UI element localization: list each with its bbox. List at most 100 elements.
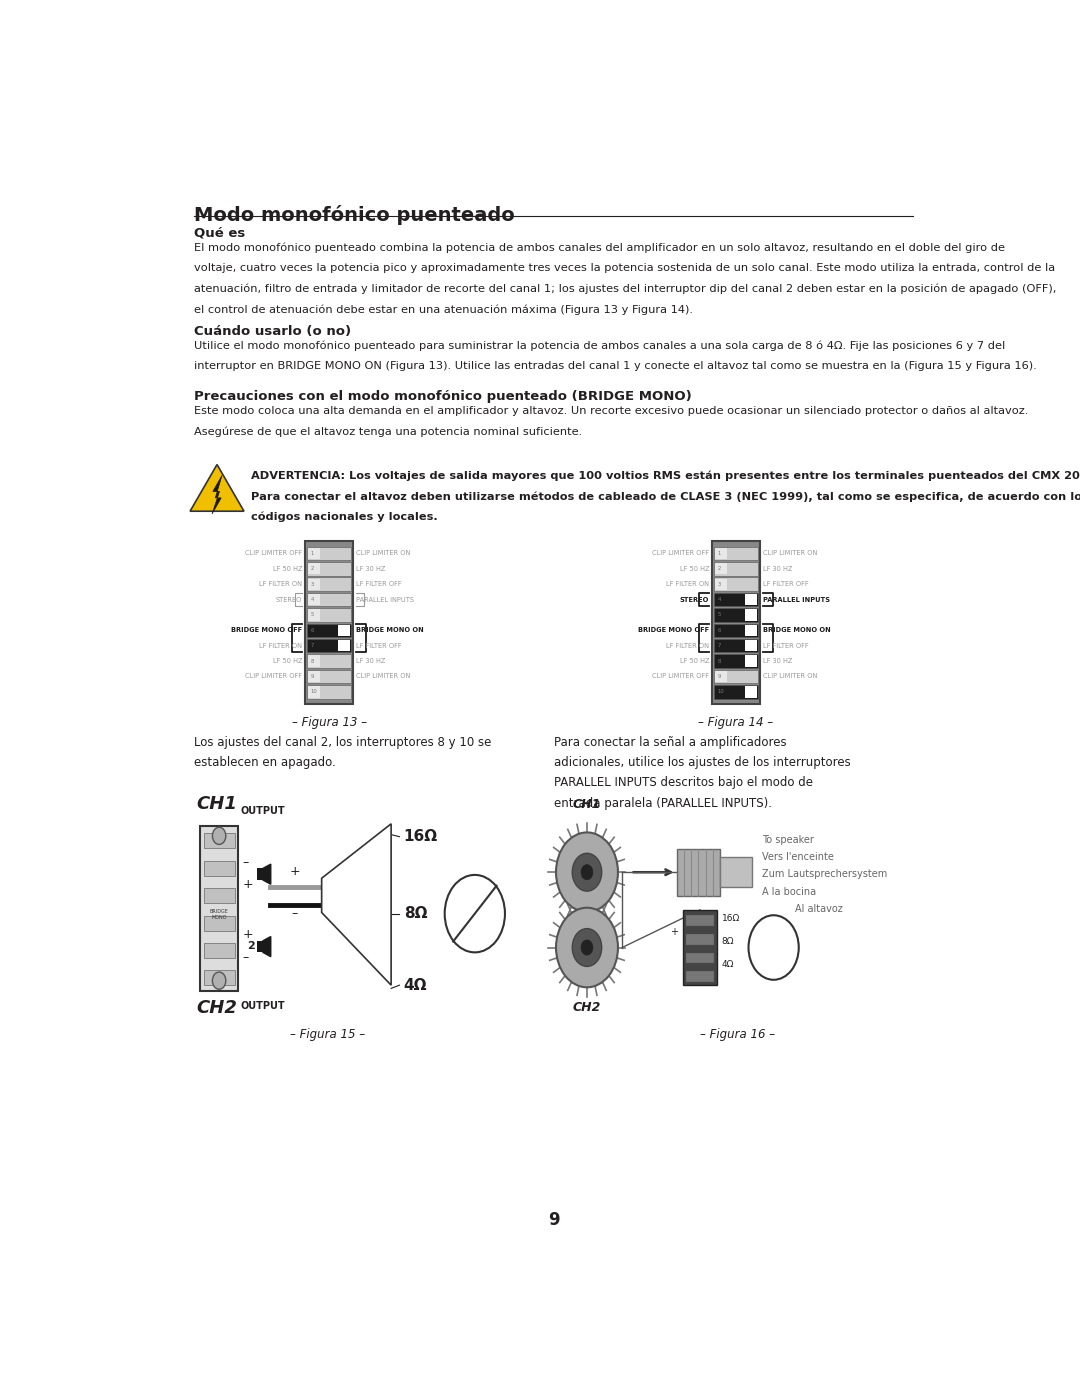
Text: LF 30 HZ: LF 30 HZ xyxy=(762,566,792,571)
Text: LF 50 HZ: LF 50 HZ xyxy=(679,566,710,571)
Text: CLIP LIMITER ON: CLIP LIMITER ON xyxy=(356,673,410,679)
Bar xyxy=(308,578,321,590)
Bar xyxy=(308,655,321,666)
Bar xyxy=(308,548,321,559)
Text: OUTPUT: OUTPUT xyxy=(241,806,285,816)
Text: CH1: CH1 xyxy=(197,795,237,813)
Text: Para conectar la señal a amplificadores: Para conectar la señal a amplificadores xyxy=(554,736,786,749)
Text: ADVERTENCIA: Los voltajes de salida mayores que 100 voltios RMS están presentes : ADVERTENCIA: Los voltajes de salida mayo… xyxy=(251,471,1080,482)
Bar xyxy=(308,654,351,668)
Bar xyxy=(714,577,758,591)
Text: CLIP LIMITER ON: CLIP LIMITER ON xyxy=(356,550,410,556)
Text: PARALLEL INPUTS: PARALLEL INPUTS xyxy=(356,597,414,602)
Text: – Figura 16 –: – Figura 16 – xyxy=(700,1028,775,1041)
Bar xyxy=(308,592,351,606)
Bar xyxy=(338,624,350,636)
Bar xyxy=(308,594,321,605)
Text: 9: 9 xyxy=(311,673,314,679)
Bar xyxy=(714,685,758,698)
Text: +: + xyxy=(289,865,300,879)
Circle shape xyxy=(213,972,226,989)
Bar xyxy=(714,608,758,622)
Text: 10: 10 xyxy=(717,689,725,694)
Text: 2: 2 xyxy=(246,940,255,950)
Text: voltaje, cuatro veces la potencia pico y aproximadamente tres veces la potencia : voltaje, cuatro veces la potencia pico y… xyxy=(193,264,1055,274)
Bar xyxy=(715,578,727,590)
Text: BRIDGE MONO OFF: BRIDGE MONO OFF xyxy=(231,627,302,633)
Text: LF 50 HZ: LF 50 HZ xyxy=(679,658,710,664)
Bar xyxy=(308,669,351,683)
Text: 4: 4 xyxy=(311,597,314,602)
Text: CLIP LIMITER OFF: CLIP LIMITER OFF xyxy=(652,550,710,556)
Bar xyxy=(714,669,758,683)
Text: códigos nacionales y locales.: códigos nacionales y locales. xyxy=(251,511,437,522)
Text: PARALLEL INPUTS: PARALLEL INPUTS xyxy=(762,597,829,602)
Text: –: – xyxy=(242,856,248,869)
Text: To speaker: To speaker xyxy=(761,835,814,845)
Text: 5: 5 xyxy=(717,612,721,617)
Text: el control de atenuación debe estar en una atenuación máxima (Figura 13 y Figura: el control de atenuación debe estar en u… xyxy=(193,305,692,314)
Text: +: + xyxy=(242,928,253,942)
Text: Cuándo usarlo (o no): Cuándo usarlo (o no) xyxy=(193,324,351,338)
Text: 16Ω: 16Ω xyxy=(404,830,437,844)
Text: CH2: CH2 xyxy=(572,1002,602,1014)
Text: STEREO: STEREO xyxy=(679,597,710,602)
Bar xyxy=(720,858,752,887)
Text: Para conectar el altavoz deben utilizarse métodos de cableado de CLASE 3 (NEC 19: Para conectar el altavoz deben utilizars… xyxy=(251,492,1080,502)
Text: BRIDGE MONO ON: BRIDGE MONO ON xyxy=(356,627,423,633)
Bar xyxy=(686,971,714,982)
Text: CLIP LIMITER ON: CLIP LIMITER ON xyxy=(762,550,818,556)
Text: CH1: CH1 xyxy=(572,798,602,810)
Bar xyxy=(714,638,758,652)
Text: Precauciones con el modo monofónico puenteado (BRIDGE MONO): Precauciones con el modo monofónico puen… xyxy=(193,390,691,404)
Text: 4Ω: 4Ω xyxy=(404,978,428,993)
Text: 2: 2 xyxy=(311,566,314,571)
Text: – Figura 14 –: – Figura 14 – xyxy=(699,717,773,729)
Bar xyxy=(308,671,321,682)
Text: LF FILTER ON: LF FILTER ON xyxy=(666,643,710,648)
Text: BRIDGE
MONO: BRIDGE MONO xyxy=(210,909,229,921)
Text: LF FILTER OFF: LF FILTER OFF xyxy=(762,643,808,648)
Bar xyxy=(714,562,758,576)
Text: Al altavoz: Al altavoz xyxy=(795,904,843,914)
Polygon shape xyxy=(322,824,391,985)
Text: Utilice el modo monofónico puenteado para suministrar la potencia de ambos canal: Utilice el modo monofónico puenteado par… xyxy=(193,341,1004,351)
Circle shape xyxy=(556,908,618,988)
Text: BRIDGE MONO OFF: BRIDGE MONO OFF xyxy=(638,627,710,633)
Text: A la bocina: A la bocina xyxy=(761,887,816,897)
Text: OUTPUT: OUTPUT xyxy=(241,1002,285,1011)
Circle shape xyxy=(581,865,593,880)
Text: LF 50 HZ: LF 50 HZ xyxy=(273,566,302,571)
Text: Zum Lautsprechersystem: Zum Lautsprechersystem xyxy=(761,869,887,879)
Circle shape xyxy=(748,915,799,979)
Polygon shape xyxy=(262,936,271,957)
Text: STEREO: STEREO xyxy=(276,597,302,602)
Text: Modo monofónico puenteado: Modo monofónico puenteado xyxy=(193,205,514,225)
Text: LF 30 HZ: LF 30 HZ xyxy=(762,658,792,664)
Bar xyxy=(715,563,727,574)
Text: – Figura 13 –: – Figura 13 – xyxy=(292,717,367,729)
Text: LF FILTER OFF: LF FILTER OFF xyxy=(356,581,402,587)
Bar xyxy=(308,686,321,697)
Text: BRIDGE MONO ON: BRIDGE MONO ON xyxy=(762,627,831,633)
Text: 8: 8 xyxy=(717,658,721,664)
Bar xyxy=(204,915,234,930)
Bar xyxy=(745,594,757,605)
Text: LF FILTER ON: LF FILTER ON xyxy=(666,581,710,587)
Circle shape xyxy=(445,875,505,953)
Polygon shape xyxy=(190,465,244,511)
Bar xyxy=(714,623,758,637)
Text: 9: 9 xyxy=(717,673,721,679)
Polygon shape xyxy=(262,865,271,884)
Text: CLIP LIMITER ON: CLIP LIMITER ON xyxy=(762,673,818,679)
Text: 5: 5 xyxy=(311,612,314,617)
Text: LF 30 HZ: LF 30 HZ xyxy=(356,658,386,664)
Text: 2Ω: 2Ω xyxy=(762,940,784,954)
Text: LF FILTER OFF: LF FILTER OFF xyxy=(762,581,808,587)
Bar xyxy=(257,940,262,953)
Text: 4Ω: 4Ω xyxy=(721,960,734,968)
Text: 1: 1 xyxy=(311,550,314,556)
Bar xyxy=(686,915,714,926)
Polygon shape xyxy=(212,475,222,514)
Circle shape xyxy=(572,929,602,967)
